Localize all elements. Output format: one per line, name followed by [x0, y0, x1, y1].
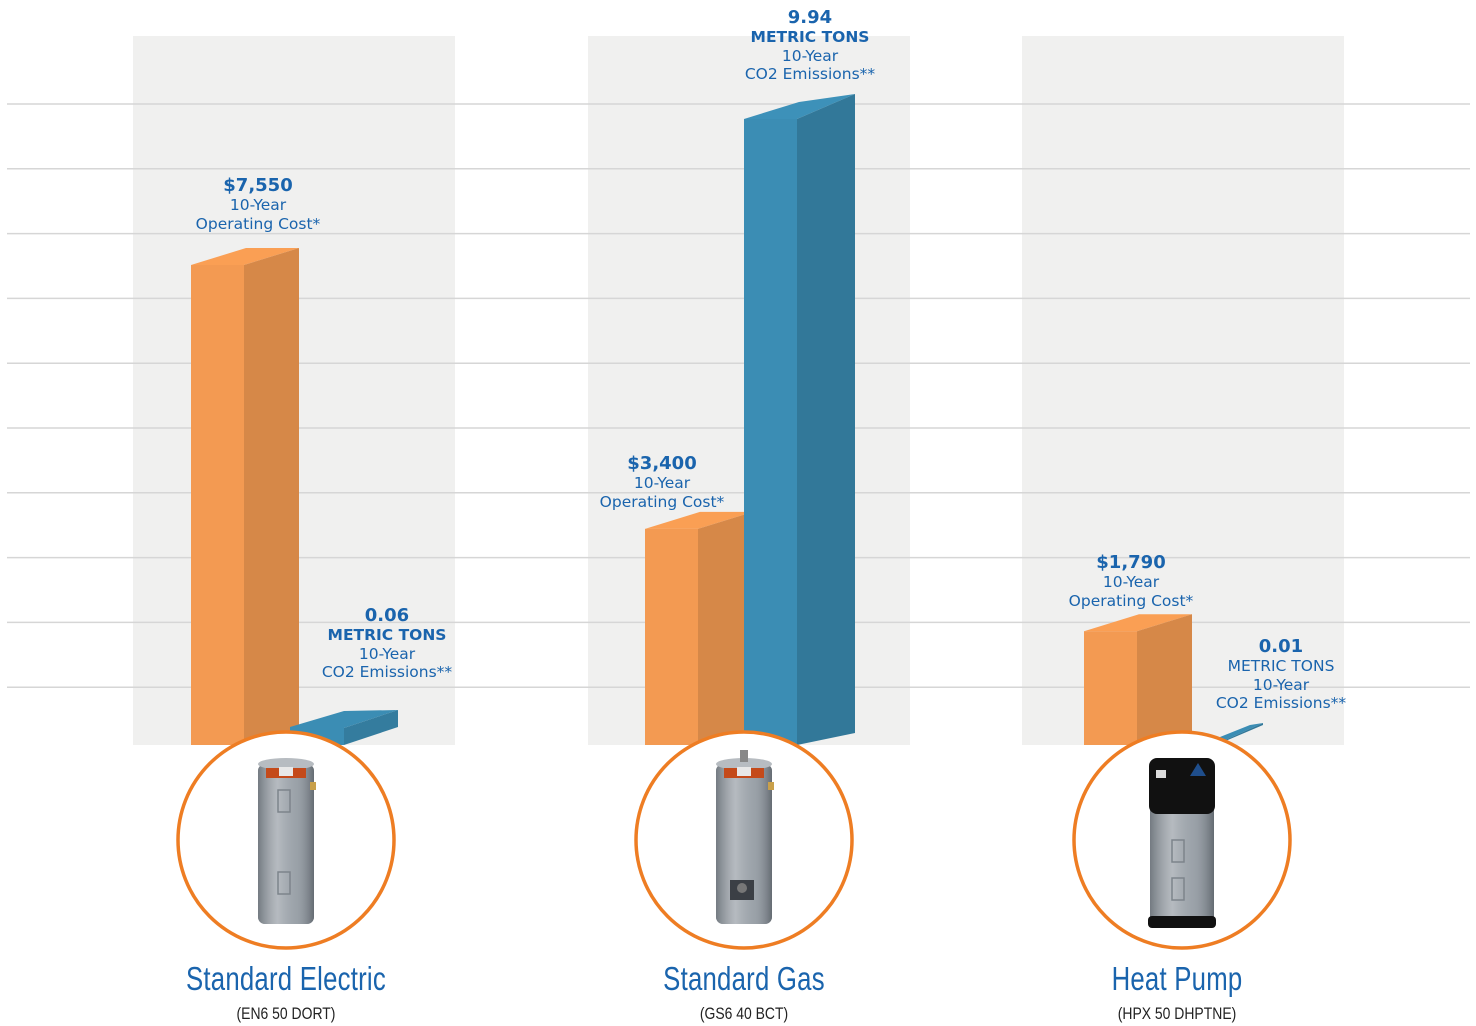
emissions-value: 0.01 — [1258, 636, 1304, 657]
cost-label-standard-electric: $7,550 10-Year Operating Cost* — [143, 176, 373, 233]
bar-side — [344, 710, 398, 745]
electric-water-heater-icon — [176, 730, 396, 950]
bar-top — [645, 511, 753, 529]
category-name-standard-electric: Standard Electric — [186, 960, 386, 997]
bar-side — [1214, 723, 1263, 745]
emissions-value: 0.06 — [364, 605, 410, 626]
display-panel — [1156, 770, 1166, 778]
cost-value: $7,550 — [223, 175, 293, 196]
cost-line1: 10-Year — [229, 196, 287, 214]
bar-top — [191, 248, 299, 265]
bar-side — [1137, 614, 1192, 745]
relief-valve — [310, 782, 316, 790]
emissions-unit: METRIC TONS — [750, 28, 870, 46]
emissions-line2: CO2 Emissions** — [744, 65, 876, 83]
cost-value: $1,790 — [1096, 552, 1166, 573]
model-number-standard-electric: (EN6 50 DORT) — [236, 1004, 336, 1023]
heat-pump-water-heater-icon — [1072, 730, 1292, 950]
emissions-unit: METRIC TONS — [1227, 657, 1335, 675]
tank-top — [716, 758, 772, 770]
cost-bar-heat-pump — [1084, 614, 1192, 745]
flue-pipe — [740, 750, 748, 762]
heat-pump-top — [1149, 758, 1215, 814]
brand-label — [737, 767, 751, 776]
access-panel — [277, 789, 291, 813]
emissions-line1: 10-Year — [781, 46, 839, 65]
bar-front — [1084, 631, 1137, 745]
emissions-label-standard-electric: 0.06 METRIC TONS 10-Year CO2 Emissions** — [272, 606, 502, 682]
bar-side — [797, 94, 855, 745]
bar-front — [744, 119, 797, 745]
bar-top — [744, 94, 855, 119]
bar-side — [244, 248, 299, 745]
tank-shading — [258, 764, 314, 924]
emissions-label-standard-gas: 9.94 METRIC TONS 10-Year CO2 Emissions** — [695, 8, 925, 84]
bar-front — [645, 528, 698, 745]
emissions-line2: CO2 Emissions** — [321, 663, 453, 681]
category-name-standard-gas: Standard Gas — [663, 960, 825, 997]
cost-line1: 10-Year — [633, 474, 691, 492]
emissions-line1: 10-Year — [1252, 675, 1310, 694]
emissions-line2: CO2 Emissions** — [1215, 694, 1347, 712]
access-panel — [1171, 877, 1185, 901]
emissions-unit: METRIC TONS — [327, 626, 447, 644]
gas-knob — [737, 883, 747, 893]
cost-line2: Operating Cost* — [599, 492, 725, 511]
model-number-standard-gas: (GS6 40 BCT) — [699, 1004, 789, 1023]
relief-valve — [768, 782, 774, 790]
brand-label — [279, 767, 293, 776]
model-number-heat-pump: (HPX 50 DHPTNE) — [1117, 1004, 1237, 1023]
gas-water-heater-icon — [634, 730, 854, 950]
emissions-label-heat-pump: 0.01 METRIC TONS 10-Year CO2 Emissions** — [1166, 637, 1396, 713]
tank-base — [1148, 916, 1216, 928]
brand-logo — [1190, 763, 1206, 776]
access-panel — [277, 871, 291, 895]
cost-label-heat-pump: $1,790 10-Year Operating Cost* — [1016, 553, 1246, 610]
category-name-heat-pump: Heat Pump — [1111, 960, 1243, 997]
bar-top — [290, 710, 398, 728]
emissions-value: 9.94 — [787, 7, 833, 28]
emissions-bar-standard-gas — [744, 94, 855, 745]
bar-front — [191, 265, 244, 745]
cost-line2: Operating Cost* — [195, 214, 321, 233]
access-panel — [1171, 839, 1185, 863]
cost-bar-standard-gas — [645, 511, 753, 745]
cost-bar-standard-electric — [191, 248, 299, 745]
tank-top — [258, 758, 314, 770]
bar-top — [1084, 614, 1192, 632]
bar-side — [698, 511, 753, 745]
cost-value: $3,400 — [627, 453, 697, 474]
cost-line2: Operating Cost* — [1068, 591, 1194, 610]
cost-line1: 10-Year — [1102, 573, 1160, 591]
emissions-line1: 10-Year — [358, 644, 416, 663]
cost-label-standard-gas: $3,400 10-Year Operating Cost* — [547, 454, 777, 511]
